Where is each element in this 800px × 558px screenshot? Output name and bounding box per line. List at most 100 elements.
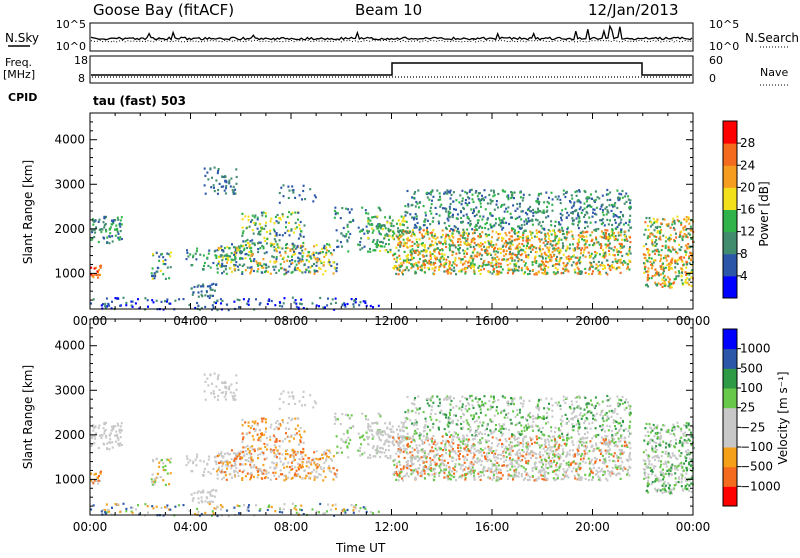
power-cell (315, 258, 317, 260)
power-cell (621, 239, 623, 241)
velocity-cell (224, 453, 226, 455)
power-cell (662, 272, 664, 274)
power-cell (452, 242, 454, 244)
power-cell (543, 201, 545, 203)
power-cell (603, 214, 605, 216)
power-cell (629, 236, 631, 238)
power-cell (501, 204, 503, 206)
power-cell (162, 256, 164, 258)
velocity-cell (418, 457, 420, 459)
power-cell (157, 267, 159, 269)
power-cell (539, 221, 541, 223)
power-cell (462, 263, 464, 265)
power-cell (400, 262, 402, 264)
power-cell (372, 216, 374, 218)
velocity-cell (528, 460, 530, 462)
power-cell (450, 190, 452, 192)
power-cell (618, 234, 620, 236)
power-cell (511, 240, 513, 242)
power-cell (599, 208, 601, 210)
power-cell (243, 298, 245, 300)
power-cell (412, 266, 414, 268)
power-cell (677, 259, 679, 261)
power-cell (609, 199, 611, 201)
power-cell (607, 199, 609, 201)
power-cell (270, 218, 272, 220)
velocity-cell (529, 479, 531, 481)
power-cell (557, 247, 559, 249)
power-cell (603, 237, 605, 239)
power-cell (586, 231, 588, 233)
power-cell (278, 269, 280, 271)
power-cell (511, 194, 513, 196)
power-cell (217, 170, 219, 172)
velocity-cell (289, 466, 291, 468)
power-cell (548, 202, 550, 204)
velocity-cell (262, 473, 264, 475)
power-cell (660, 273, 662, 275)
velocity-cell (221, 460, 223, 462)
velocity-cell (337, 452, 339, 454)
power-cell (242, 227, 244, 229)
velocity-cell (285, 432, 287, 434)
velocity-cell (463, 459, 465, 461)
velocity-cell (203, 460, 205, 462)
power-cell (98, 241, 100, 243)
power-cell (263, 237, 265, 239)
velocity-cell (386, 439, 388, 441)
power-cell (590, 206, 592, 208)
velocity-cell (291, 465, 293, 467)
power-cell (577, 244, 579, 246)
power-cell (403, 245, 405, 247)
power-cell (471, 265, 473, 267)
power-cell (490, 202, 492, 204)
power-cell (218, 261, 220, 263)
velocity-cell (379, 456, 381, 458)
velocity-cell (609, 443, 611, 445)
power-cell (558, 263, 560, 265)
power-cell (191, 287, 193, 289)
velocity-cell (329, 467, 331, 469)
power-cell (154, 272, 156, 274)
velocity-cell (242, 451, 244, 453)
velocity-cell (507, 470, 509, 472)
velocity-cell (297, 425, 299, 427)
velocity-cell (385, 433, 387, 435)
power-cell (353, 306, 355, 308)
velocity-cell (334, 473, 336, 475)
power-cell (527, 242, 529, 244)
velocity-cell (195, 464, 197, 466)
power-cell (434, 255, 436, 257)
power-cell (210, 289, 212, 291)
power-cell (360, 237, 362, 239)
power-cell (604, 229, 606, 231)
power-cell (94, 267, 96, 269)
power-cell (418, 244, 420, 246)
power-cell (360, 301, 362, 303)
velocity-cell (210, 473, 212, 475)
power-cell (630, 206, 632, 208)
velocity-cell (231, 465, 233, 467)
power-cell (685, 251, 687, 253)
velocity-cell (119, 432, 121, 434)
power-cell (571, 230, 573, 232)
power-cell (205, 193, 207, 195)
nave-tick-top: 60 (709, 54, 723, 67)
velocity-cell (207, 491, 209, 493)
power-cell (444, 254, 446, 256)
power-cell (591, 273, 593, 275)
velocity-cell (273, 449, 275, 451)
velocity-cell (115, 441, 117, 443)
power-cell (537, 198, 539, 200)
power-cell (652, 275, 654, 277)
power-cell (669, 278, 671, 280)
velocity-cell (285, 453, 287, 455)
power-cell (609, 191, 611, 193)
power-cell (643, 245, 645, 247)
velocity-cell (363, 439, 365, 441)
power-cell (195, 258, 197, 260)
power-cell (396, 259, 398, 261)
power-cell (439, 192, 441, 194)
power-cell (496, 261, 498, 263)
velocity-cell (287, 392, 289, 394)
